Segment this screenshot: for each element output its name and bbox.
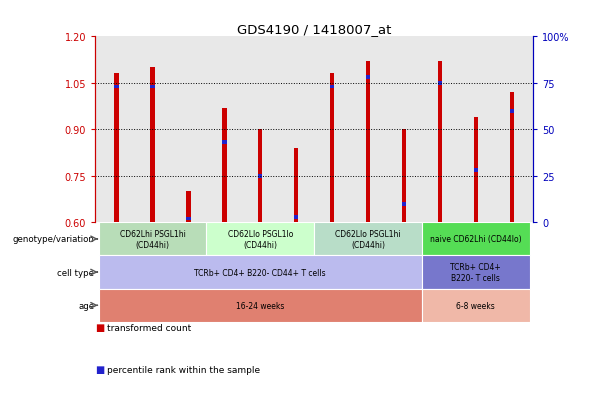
Bar xyxy=(509,109,514,113)
Title: GDS4190 / 1418007_at: GDS4190 / 1418007_at xyxy=(237,23,391,36)
Text: CD62Llo PSGL1lo
(CD44hi): CD62Llo PSGL1lo (CD44hi) xyxy=(227,230,293,249)
Bar xyxy=(438,82,442,85)
Text: 6-8 weeks: 6-8 weeks xyxy=(457,301,495,310)
Bar xyxy=(422,289,530,322)
Bar xyxy=(402,130,406,223)
Text: CD62Llo PSGL1hi
(CD44hi): CD62Llo PSGL1hi (CD44hi) xyxy=(335,230,401,249)
Bar xyxy=(115,85,119,89)
Bar xyxy=(207,223,314,256)
Bar xyxy=(258,174,262,178)
Text: naive CD62Lhi (CD44lo): naive CD62Lhi (CD44lo) xyxy=(430,235,522,244)
Bar xyxy=(186,217,191,221)
Bar xyxy=(115,74,119,223)
Bar xyxy=(99,289,422,322)
Bar xyxy=(366,76,370,80)
Bar xyxy=(438,62,442,223)
Bar xyxy=(330,74,334,223)
Text: percentile rank within the sample: percentile rank within the sample xyxy=(107,365,261,374)
Text: ■: ■ xyxy=(95,364,104,374)
Bar xyxy=(222,108,227,223)
Text: transformed count: transformed count xyxy=(107,323,191,332)
Text: cell type: cell type xyxy=(57,268,94,277)
Text: TCRb+ CD4+
B220- T cells: TCRb+ CD4+ B220- T cells xyxy=(451,263,501,282)
Bar xyxy=(222,141,227,145)
Bar xyxy=(422,223,530,256)
Bar xyxy=(150,85,154,89)
Text: genotype/variation: genotype/variation xyxy=(12,235,94,244)
Bar xyxy=(186,192,191,223)
Text: age: age xyxy=(78,301,94,310)
Bar xyxy=(366,62,370,223)
Text: ■: ■ xyxy=(95,323,104,332)
Bar xyxy=(99,223,207,256)
Bar xyxy=(99,256,422,289)
Bar xyxy=(314,223,422,256)
Bar xyxy=(150,68,154,223)
Bar xyxy=(474,118,478,223)
Bar xyxy=(402,202,406,206)
Text: TCRb+ CD4+ B220- CD44+ T cells: TCRb+ CD4+ B220- CD44+ T cells xyxy=(194,268,326,277)
Bar xyxy=(509,93,514,223)
Bar xyxy=(330,85,334,89)
Bar xyxy=(258,130,262,223)
Text: 16-24 weeks: 16-24 weeks xyxy=(236,301,284,310)
Text: CD62Lhi PSGL1hi
(CD44hi): CD62Lhi PSGL1hi (CD44hi) xyxy=(120,230,186,249)
Bar xyxy=(294,149,299,223)
Bar xyxy=(474,169,478,173)
Bar xyxy=(422,256,530,289)
Bar xyxy=(294,215,299,219)
